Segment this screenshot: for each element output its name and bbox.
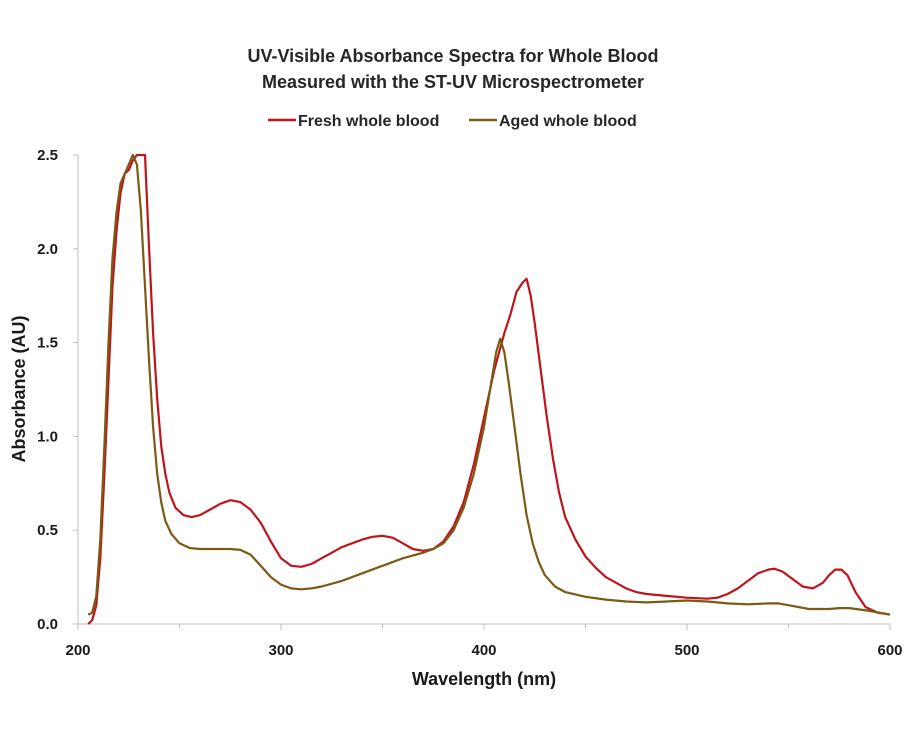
y-tick-label: 2.5 <box>37 147 58 164</box>
chart-title: UV-Visible Absorbance Spectra for Whole … <box>247 46 658 66</box>
chart-subtitle: Measured with the ST-UV Microspectromete… <box>262 72 644 92</box>
y-tick-label: 0.0 <box>37 616 58 633</box>
y-tick-label: 1.0 <box>37 428 58 445</box>
legend: Fresh whole blood Aged whole blood <box>268 113 637 130</box>
series-line-aged <box>87 153 891 616</box>
x-tick-label: 500 <box>674 642 699 659</box>
y-tick-label: 1.5 <box>37 335 58 352</box>
x-tick-label: 400 <box>471 642 496 659</box>
plot-area: 200 300 400 500 600 0.0 0.5 1.0 1.5 2.0 2.5 <box>37 147 902 659</box>
x-tick-label: 200 <box>65 642 90 659</box>
legend-label-fresh: Fresh whole blood <box>298 113 439 130</box>
x-tick-label: 600 <box>877 642 902 659</box>
y-axis-title: Absorbance (AU) <box>9 315 29 462</box>
y-tick-label: 2.0 <box>37 241 58 258</box>
x-tick-label: 300 <box>268 642 293 659</box>
legend-label-aged: Aged whole blood <box>499 113 637 130</box>
series-line-fresh <box>87 153 891 625</box>
y-tick-label: 0.5 <box>37 522 58 539</box>
x-axis-title: Wavelength (nm) <box>412 669 556 689</box>
